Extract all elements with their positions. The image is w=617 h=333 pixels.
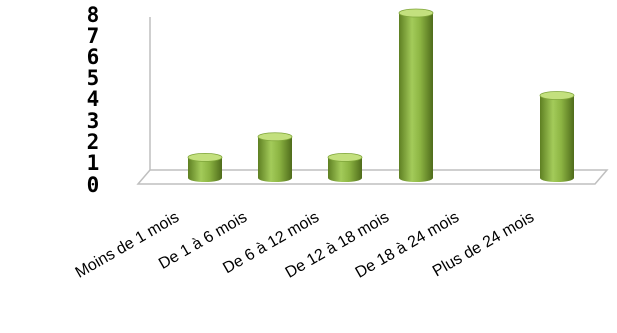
y-tick-label: 7: [87, 24, 100, 48]
y-tick-label: 0: [87, 173, 100, 197]
bar-top: [187, 152, 223, 162]
y-tick-label: 5: [87, 66, 100, 90]
bar-body: [258, 136, 292, 182]
bar: [327, 152, 363, 182]
bar: [257, 132, 293, 182]
bar: [539, 91, 575, 182]
y-tick-label: 6: [87, 45, 100, 69]
y-tick-label: 3: [87, 109, 100, 133]
bar-top: [539, 91, 575, 100]
y-tick-label: 1: [87, 151, 100, 175]
bar-body: [328, 157, 362, 182]
chart-axes: [136, 17, 609, 185]
bar-body: [399, 13, 433, 182]
y-tick-label: 4: [87, 87, 100, 111]
chart-floor: [136, 169, 609, 185]
bar-body: [540, 95, 574, 182]
bar-top: [398, 8, 434, 18]
bar-top: [257, 132, 293, 142]
bar: [398, 8, 434, 182]
bar-top: [327, 152, 363, 162]
bar-series: [187, 8, 575, 182]
bar-body: [188, 157, 222, 182]
y-tick-label: 2: [87, 130, 100, 154]
y-tick-label: 8: [87, 3, 100, 27]
bar: [187, 152, 223, 182]
